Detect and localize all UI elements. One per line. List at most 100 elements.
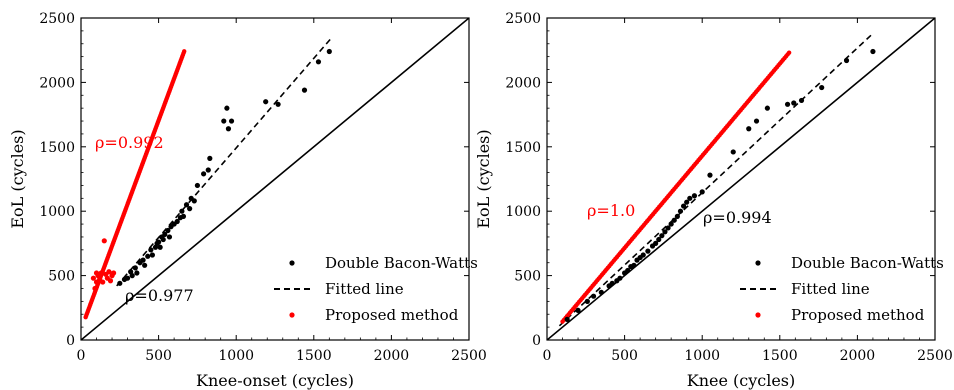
right-dbw-point [791,100,797,106]
right-rho-proposed-annotation: ρ=1.0 [587,201,635,220]
right-legend-proposed-marker [755,312,761,318]
left-rho-dbw-annotation: ρ=0.977 [125,286,194,305]
left-y-tick-label: 0 [66,333,75,349]
right-dbw-point [645,248,651,254]
right-dbw-point [564,316,570,322]
left-x-axis-label: Knee-onset (cycles) [196,371,354,390]
right-identity-line [547,18,935,340]
left-x-tick-label: 2500 [451,348,487,364]
right-dbw-point [691,193,698,199]
right-y-tick-label: 2000 [505,75,541,91]
left-chart-marks [81,18,469,340]
right-x-tick-label: 500 [611,348,638,364]
left-y-axis-label: EoL (cycles) [8,129,27,228]
left-dbw-point [156,239,162,245]
right-x-tick-label: 2000 [840,348,876,364]
right-dbw-point [764,105,770,111]
left-chart-frame [80,17,470,341]
left-proposed-point [90,275,97,281]
left-dbw-point [221,118,227,124]
left-dbw-point [187,206,193,212]
right-legend-dbw-marker [755,260,761,266]
left-dbw-point [132,265,138,271]
right-dbw-point [584,298,590,304]
left-x-tick-label: 2000 [374,348,410,364]
left-dbw-point [191,198,197,204]
left-y-tick-label: 2500 [39,11,75,27]
right-dbw-point [625,267,631,274]
right-y-tick-label: 0 [532,333,541,349]
left-y-tick-label: 1500 [39,140,75,156]
left-dbw-point [148,247,154,253]
right-y-tick-label: 500 [514,269,541,285]
left-dbw-point [194,182,200,189]
right-legend-proposed-label: Proposed method [791,306,925,324]
right-y-axis-label: EoL (cycles) [474,129,493,228]
left-x-tick-label: 1000 [218,348,254,364]
right-x-tick-label: 1500 [762,348,798,364]
left-dbw-point [201,171,207,177]
right-dbw-point [674,213,680,219]
right-dbw-point [680,203,687,209]
right-dbw-point [575,307,581,313]
left-fitted-line [116,38,332,287]
right-dbw-point [707,172,713,178]
left-chart: 0 500 1000 1500 2000 2500 0 500 1000 1500 2000 2500… [8,11,487,390]
left-dbw-point [174,218,180,225]
left-dbw-point [315,59,322,65]
right-legend-dbw-label: Double Bacon-Watts [791,254,944,272]
right-x-tick-label: 2500 [917,348,953,364]
left-dbw-point [183,202,190,208]
left-legend-fitted-label: Fitted line [325,280,404,298]
left-legend: Double Bacon-Watts Fitted line Proposed … [274,254,478,324]
left-dbw-point [160,236,166,243]
left-dbw-point [124,275,131,281]
right-dbw-point [784,101,791,107]
right-dbw-point [671,217,677,223]
right-dbw-point [617,275,623,281]
right-dbw-point [677,208,684,214]
left-dbw-point [205,167,211,173]
right-proposed-point [786,50,792,55]
right-x-tick-label: 0 [543,348,552,364]
left-dbw-point [145,253,151,259]
right-dbw-point [668,221,674,227]
right-legend: Double Bacon-Watts Fitted line Proposed … [740,254,944,324]
right-dbw-point [870,48,876,55]
right-dbw-point [746,126,752,132]
right-y-tick-label: 1000 [505,204,541,220]
left-dbw-point [326,48,332,55]
left-proposed-point [182,49,187,54]
left-dbw-point [142,262,148,268]
left-dbw-point [224,105,230,111]
left-dbw-point [179,208,185,214]
right-dbw-point [662,229,668,235]
right-dbw-point [798,97,805,104]
left-proposed-point [98,270,104,276]
right-dbw-point [653,240,659,246]
left-dbw-point [180,213,187,219]
left-x-tick-label: 0 [77,348,86,364]
left-dbw-point [165,227,171,234]
right-chart: 0 500 1000 1500 2000 2500 0 500 1000 1500 2000 2500… [474,11,953,390]
left-legend-dbw-label: Double Bacon-Watts [325,254,478,272]
left-x-tick-label: 500 [145,348,172,364]
left-y-tick-label: 500 [48,269,75,285]
left-x-tick-label: 1500 [296,348,332,364]
left-chart-ticks: 0 500 1000 1500 2000 2500 0 500 1000 1500 2000 2500 [39,11,486,364]
left-dbw-point [157,244,163,250]
left-legend-proposed-label: Proposed method [325,306,459,324]
left-dbw-point [140,257,146,263]
left-legend-dbw-marker [289,260,295,266]
left-dbw-point [301,87,308,93]
left-proposed-point [100,279,106,285]
left-proposed-point [107,278,114,284]
right-x-axis-label: Knee (cycles) [687,371,796,390]
left-proposed-point [92,285,98,292]
right-dbw-point [730,149,736,155]
right-chart-ticks: 0 500 1000 1500 2000 2500 0 500 1000 1500 2000 2500 [505,11,952,364]
right-rho-dbw-annotation: ρ=0.994 [703,208,772,227]
left-dbw-point [207,155,213,161]
left-y-tick-label: 2000 [39,75,75,91]
left-dbw-point [263,99,269,105]
